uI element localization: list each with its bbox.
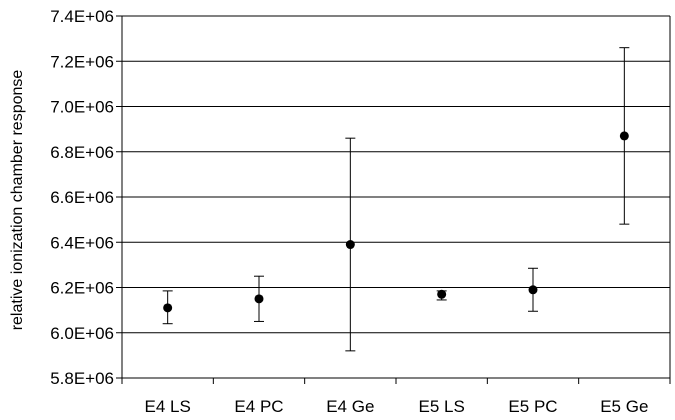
y-tick-label: 6.2E+06 bbox=[50, 279, 114, 298]
x-tick-label: E5 LS bbox=[419, 397, 465, 416]
x-tick-label: E4 LS bbox=[145, 397, 191, 416]
x-tick-label: E5 Ge bbox=[600, 397, 648, 416]
y-tick-label: 7.2E+06 bbox=[50, 52, 114, 71]
y-tick-labels: 5.8E+06 6.0E+06 6.2E+06 6.4E+06 6.6E+06 6.8E+… bbox=[50, 7, 114, 388]
data-point bbox=[619, 131, 629, 141]
x-tick-label: E4 PC bbox=[234, 397, 283, 416]
y-axis-title: relative ionization chamber response bbox=[9, 70, 26, 331]
gridlines bbox=[122, 15, 670, 334]
data-point bbox=[163, 303, 173, 313]
y-tick-label: 7.0E+06 bbox=[50, 98, 114, 117]
x-tick-label: E4 Ge bbox=[326, 397, 374, 416]
y-tick-label: 5.8E+06 bbox=[50, 369, 114, 388]
x-tick-labels: E4 LS E4 PC E4 Ge E5 LS E5 PC E5 Ge bbox=[145, 397, 649, 416]
y-tick-label: 6.4E+06 bbox=[50, 233, 114, 252]
x-tick-label: E5 PC bbox=[508, 397, 557, 416]
data-points bbox=[163, 131, 629, 313]
y-tick-label: 6.0E+06 bbox=[50, 324, 114, 343]
error-bars bbox=[162, 47, 630, 352]
data-point bbox=[254, 294, 264, 304]
data-point bbox=[345, 240, 355, 250]
data-point bbox=[528, 285, 538, 295]
data-point bbox=[437, 289, 447, 299]
y-tick-label: 6.8E+06 bbox=[50, 143, 114, 162]
y-tick-label: 6.6E+06 bbox=[50, 188, 114, 207]
y-tick-label: 7.4E+06 bbox=[50, 7, 114, 26]
axes bbox=[116, 15, 671, 384]
